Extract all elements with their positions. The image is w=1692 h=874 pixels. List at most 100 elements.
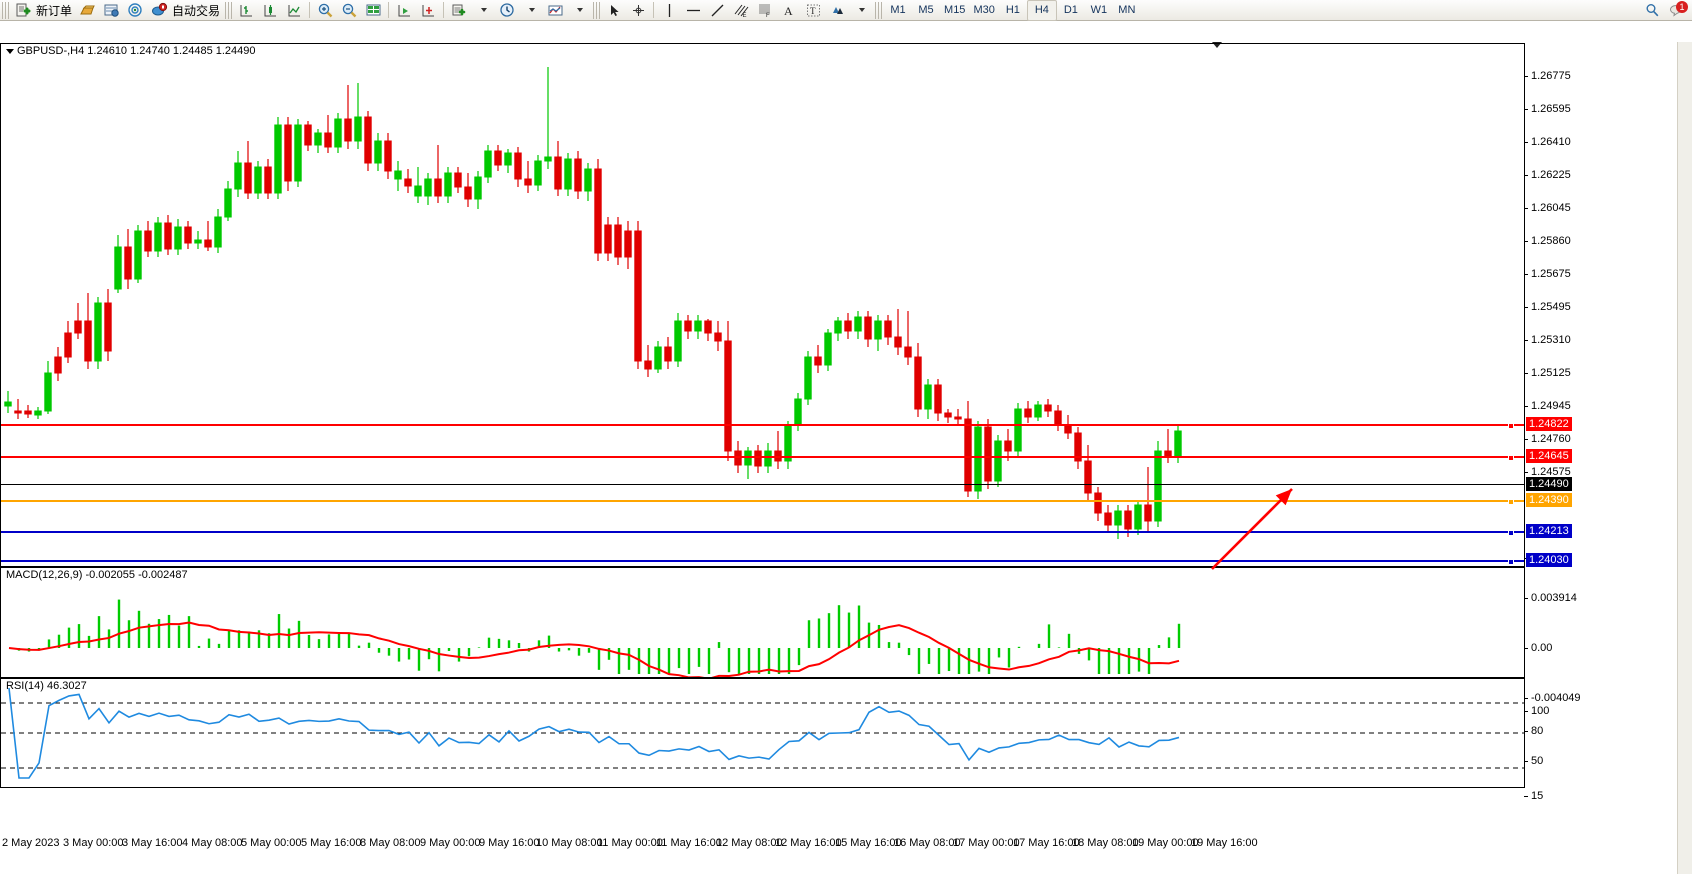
current-price-line[interactable]	[1, 484, 1524, 485]
candle-body	[1134, 504, 1142, 530]
price-axis-label: 1.26595	[1531, 103, 1571, 115]
level-handle[interactable]	[1508, 499, 1514, 505]
periods-icon[interactable]	[495, 1, 519, 20]
data-grid-icon[interactable]	[361, 1, 385, 20]
candle-body	[1174, 430, 1182, 458]
shapes-icon[interactable]	[825, 1, 849, 20]
market-watch-icon[interactable]	[123, 1, 147, 20]
zoom-in-icon[interactable]	[313, 1, 337, 20]
chart-collapse-marker[interactable]	[1212, 42, 1222, 48]
level-handle[interactable]	[1508, 530, 1514, 536]
timeframe-h4-button[interactable]: H4	[1026, 0, 1057, 21]
candle-body	[64, 332, 72, 358]
fibonacci-icon[interactable]: F	[753, 1, 777, 20]
candle-body	[1014, 408, 1022, 452]
price-tag-1-24645[interactable]: 1.24645	[1526, 449, 1572, 463]
data-window-icon[interactable]	[99, 1, 123, 20]
chart-area[interactable]: GBPUSD-,H4 1.24610 1.24740 1.24485 1.244…	[0, 21, 1692, 874]
price-tag-1-24030[interactable]: 1.24030	[1526, 553, 1572, 567]
candle-body	[184, 226, 192, 244]
candle-body	[874, 320, 882, 340]
price-tag-1-24213[interactable]: 1.24213	[1526, 524, 1572, 538]
level-handle[interactable]	[1508, 559, 1514, 565]
indicator-axis-tick	[1524, 698, 1528, 699]
candle-body	[1084, 460, 1092, 494]
macd-indicator-label: MACD(12,26,9) -0.002055 -0.002487	[6, 569, 188, 581]
timeframe-w1-button[interactable]: W1	[1090, 4, 1108, 16]
text-label-icon[interactable]: A	[777, 1, 801, 20]
timeframe-m1-button[interactable]: M1	[890, 4, 906, 16]
time-axis[interactable]: 2 May 2023 3 May 00:00 3 May 16:00 4 May 08…	[0, 837, 1524, 853]
horizontal-line-icon[interactable]	[681, 1, 705, 20]
order-line[interactable]	[1, 499, 1524, 505]
templates-icon[interactable]	[543, 1, 567, 20]
indicators-dropdown[interactable]	[471, 1, 495, 20]
timeframe-d1-button[interactable]: D1	[1063, 4, 1078, 16]
price-tag-1-24822[interactable]: 1.24822	[1526, 417, 1572, 431]
auto-scroll-icon[interactable]	[416, 1, 440, 20]
vertical-line-icon[interactable]	[657, 1, 681, 20]
right-gutter[interactable]	[1677, 42, 1692, 874]
equidistant-channel-icon[interactable]: E	[729, 1, 753, 20]
price-axis-label: 1.26775	[1531, 70, 1571, 82]
new-order-button[interactable]	[11, 1, 35, 20]
candle-body	[284, 124, 292, 182]
price-tag-1-24390[interactable]: 1.24390	[1526, 493, 1572, 507]
timeframe-mn-button[interactable]: MN	[1118, 4, 1136, 16]
toolbar-grip[interactable]	[2, 1, 9, 19]
price-axis-label: 1.26225	[1531, 169, 1571, 181]
time-axis-label: 11 May 16:00	[656, 837, 722, 849]
candle-body	[694, 320, 702, 332]
chart-symbol-header[interactable]: GBPUSD-,H4 1.24610 1.24740 1.24485 1.244…	[6, 45, 256, 57]
level-handle[interactable]	[1508, 423, 1514, 429]
line-chart-icon[interactable]	[282, 1, 306, 20]
zoom-out-icon[interactable]	[337, 1, 361, 20]
candle-body	[1074, 432, 1082, 462]
trendline-icon[interactable]	[705, 1, 729, 20]
toolbar-grip-2[interactable]	[225, 1, 233, 19]
cursor-icon[interactable]	[602, 1, 626, 20]
shapes-dropdown[interactable]	[849, 1, 873, 20]
indicator-axis-tick	[1524, 796, 1528, 797]
indicators-icon[interactable]	[447, 1, 471, 20]
support-line-2[interactable]	[1, 559, 1524, 565]
candle-body	[644, 360, 652, 370]
templates-dropdown[interactable]	[567, 1, 591, 20]
gold-bar-icon[interactable]	[75, 1, 99, 20]
resistance-line-2[interactable]	[1, 455, 1524, 461]
text-box-icon[interactable]: T	[801, 1, 825, 20]
bar-chart-icon[interactable]	[234, 1, 258, 20]
chart-shift-icon[interactable]	[392, 1, 416, 20]
timeframe-h1-button[interactable]: H1	[1005, 4, 1020, 16]
auto-trading-icon[interactable]	[147, 1, 171, 20]
periods-dropdown[interactable]	[519, 1, 543, 20]
alerts-icon[interactable]: 1	[1664, 1, 1688, 20]
toolbar-grip-3[interactable]	[593, 1, 601, 19]
candle-body	[304, 124, 312, 146]
toolbar-separator-4	[653, 2, 655, 18]
timeframe-m15-button[interactable]: M15	[944, 4, 966, 16]
timeframe-m5-button[interactable]: M5	[918, 4, 934, 16]
svg-text:E: E	[742, 13, 746, 19]
candlestick-chart-icon[interactable]	[258, 1, 282, 20]
level-handle[interactable]	[1508, 455, 1514, 461]
resistance-line-1[interactable]	[1, 423, 1524, 429]
auto-trading-label[interactable]: 自动交易	[172, 3, 221, 18]
price-tag-1-24490[interactable]: 1.24490	[1526, 477, 1572, 491]
toolbar-grip-4[interactable]	[875, 1, 883, 19]
search-icon[interactable]	[1640, 1, 1664, 20]
support-line-1[interactable]	[1, 530, 1524, 536]
candle-body	[594, 168, 602, 254]
rsi-indicator-plot	[1, 687, 1524, 779]
rsi-indicator-label: RSI(14) 46.3027	[6, 680, 87, 692]
new-order-label[interactable]: 新订单	[36, 3, 73, 18]
chart-menu-arrow-icon[interactable]	[6, 48, 14, 54]
candle-body	[14, 410, 22, 414]
timeframe-m30-button[interactable]: M30	[973, 4, 995, 16]
candle-body	[364, 116, 372, 164]
candle-body	[464, 186, 472, 200]
candle-body	[454, 172, 462, 188]
crosshair-icon[interactable]	[626, 1, 650, 20]
candle-body	[444, 172, 452, 197]
candle-body	[1144, 504, 1152, 522]
